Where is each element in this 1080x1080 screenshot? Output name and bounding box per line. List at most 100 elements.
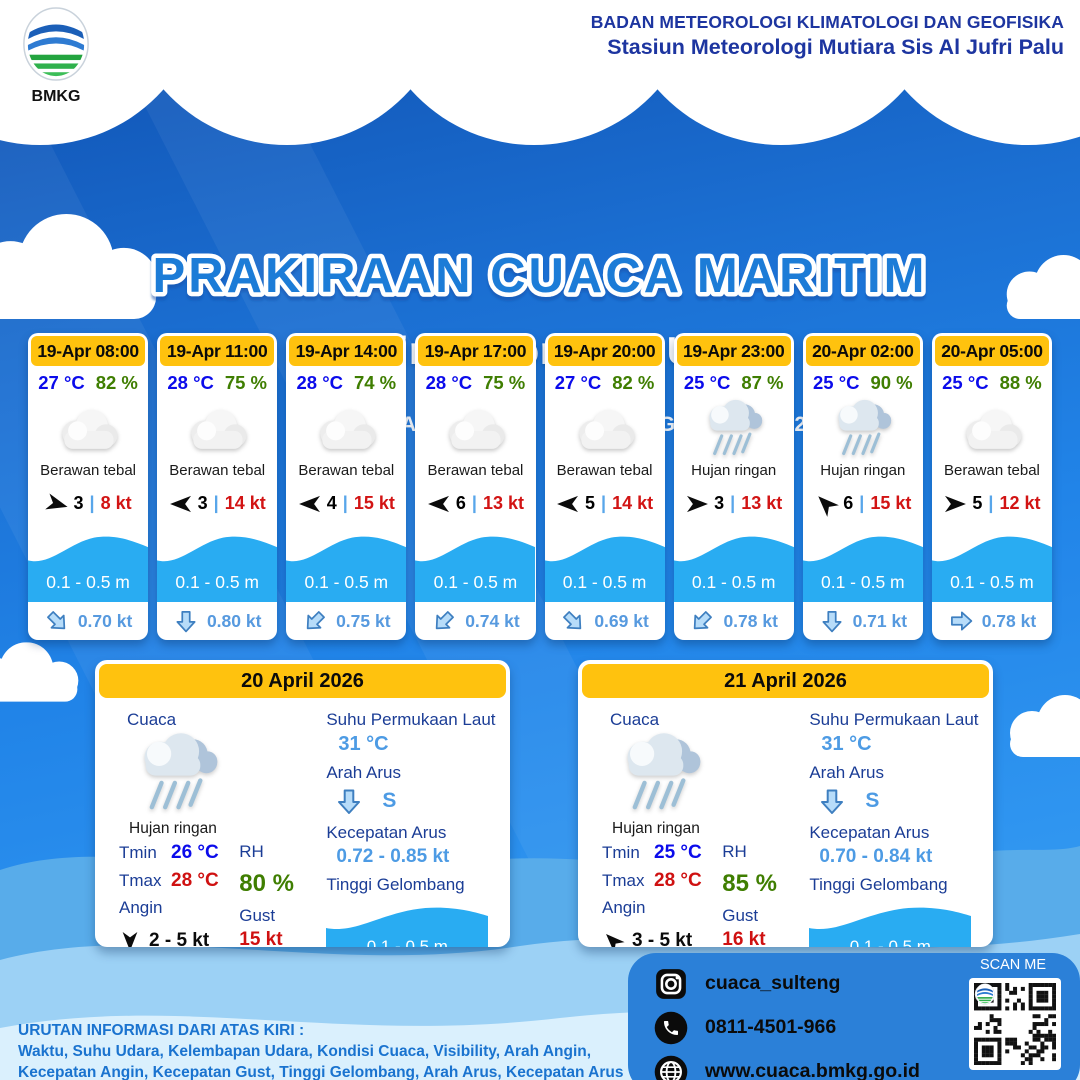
current-direction-letter: S: [865, 789, 880, 812]
gust-label: Gust: [239, 906, 276, 925]
forecast-time: 19-Apr 17:00: [418, 336, 533, 366]
weather-condition: Berawan tebal: [40, 462, 137, 479]
separator: |: [601, 493, 607, 513]
main-title-text: PRAKIRAAN CUACA MARITIM: [153, 249, 928, 303]
wave-height: 0.1 - 0.5 m: [304, 572, 389, 592]
daily-wave-height: 0.1 - 0.5 m: [366, 937, 448, 947]
main-title: PRAKIRAAN CUACA MARITIM: [148, 245, 929, 308]
wave-height: 0.1 - 0.5 m: [562, 572, 647, 592]
rain-icon: [827, 399, 899, 457]
agency-header: BADAN METEOROLOGI KLIMATOLOGI DAN GEOFIS…: [591, 12, 1064, 60]
separator: |: [471, 493, 477, 513]
visibility-value: 5: [972, 493, 983, 513]
wind-direction-arrow-icon: [298, 494, 322, 514]
arah-arus-label: Arah Arus: [809, 763, 884, 782]
current-speed: 0.71 kt: [852, 610, 908, 631]
air-temperature: 28 °C: [425, 372, 473, 393]
rh-value: 80 %: [239, 870, 294, 897]
daily-weather-icon: [131, 732, 326, 820]
agency-name: BADAN METEOROLOGI KLIMATOLOGI DAN GEOFIS…: [590, 12, 1064, 32]
bmkg-logo-text: BMKG: [31, 88, 81, 105]
station-name: Stasiun Meteorologi Mutiara Sis Al Jufri…: [607, 35, 1064, 59]
kecepatan-arus-label: Kecepatan Arus: [326, 823, 447, 842]
tmax-label: Tmax: [602, 871, 645, 890]
current-direction-letter: S: [382, 789, 397, 812]
scan-me-label: SCAN ME: [979, 957, 1047, 973]
sst-label: Suhu Permukaan Laut: [809, 710, 979, 729]
wave-height: 0.1 - 0.5 m: [175, 572, 260, 592]
cloudy-icon: [310, 399, 382, 457]
daily-wind-value: 3 - 5 kt: [632, 930, 693, 947]
current-speed: 0.69 kt: [594, 610, 649, 631]
wind-direction-arrow-icon: [427, 494, 451, 514]
wind-speed: 15 kt: [870, 493, 912, 513]
humidity: 90 %: [870, 372, 913, 393]
cloudy-icon: [181, 399, 253, 457]
daily-wind-value: 2 - 5 kt: [149, 930, 210, 947]
daily-card: 20 April 2026 Cuaca Hujan ringan Tmin 26…: [95, 660, 510, 947]
visibility-value: 3: [714, 493, 725, 513]
website-url: www.cuaca.bmkg.go.id: [705, 1060, 920, 1080]
current-direction-arrow-icon: [817, 786, 847, 816]
wind-speed: 15 kt: [353, 493, 395, 513]
gust-value: 16 kt: [722, 929, 766, 947]
air-temperature: 25 °C: [812, 372, 860, 393]
cloudy-icon: [956, 399, 1028, 457]
hourly-card: 19-Apr 17:00 28 °C 75 % Berawan tebal 6 |…: [415, 333, 536, 640]
scallop-wave-header: [0, 0, 1080, 145]
weather-condition: Berawan tebal: [169, 462, 266, 479]
qr-code: [969, 978, 1061, 1070]
tmin-value: 25 °C: [654, 842, 702, 863]
cuaca-label: Cuaca: [610, 710, 660, 729]
weather-icon: [415, 397, 535, 459]
phone-row: 0811-4501-966: [654, 1010, 920, 1045]
wind-direction-arrow-icon: [556, 494, 580, 514]
daily-card: 21 April 2026 Cuaca Hujan ringan Tmin 25…: [578, 660, 993, 947]
tinggi-gelombang-label: Tinggi Gelombang: [809, 875, 948, 894]
wind-speed: 14 kt: [612, 493, 654, 513]
daily-condition: Hujan ringan: [129, 820, 217, 837]
tmax-value: 28 °C: [171, 870, 219, 891]
wave-height-band: 0.1 - 0.5 m: [28, 532, 148, 602]
arah-arus-label: Arah Arus: [326, 763, 401, 782]
wind-speed: 14 kt: [224, 493, 266, 513]
visibility-value: 4: [326, 493, 337, 513]
air-temperature: 28 °C: [296, 372, 343, 393]
humidity: 88 %: [999, 372, 1042, 393]
weather-icon: [157, 397, 277, 459]
weather-icon: [674, 397, 794, 459]
humidity: 75 %: [483, 372, 526, 393]
weather-condition: Berawan tebal: [943, 462, 1040, 479]
tmin-label: Tmin: [119, 843, 157, 862]
cloudy-icon: [439, 399, 511, 457]
cloudy-icon: [569, 399, 641, 457]
website-row: www.cuaca.bmkg.go.id: [654, 1054, 920, 1080]
humidity: 87 %: [741, 372, 784, 393]
instagram-icon: [656, 968, 686, 999]
current-direction-arrow-icon: [38, 603, 75, 640]
forecast-time: 20-Apr 02:00: [805, 336, 920, 366]
humidity: 75 %: [224, 372, 268, 393]
tmax-value: 28 °C: [654, 870, 702, 891]
humidity: 82 %: [612, 372, 655, 393]
current-direction-arrow-icon: [297, 603, 334, 640]
angin-label: Angin: [602, 898, 646, 917]
rh-label: RH: [239, 842, 264, 861]
sst-label: Suhu Permukaan Laut: [326, 710, 496, 729]
daily-weather-icon: [614, 732, 809, 820]
visibility-value: 6: [455, 493, 466, 513]
humidity: 82 %: [95, 372, 138, 393]
bmkg-logo-icon: [20, 6, 92, 82]
forecast-time: 19-Apr 14:00: [289, 336, 404, 366]
separator: |: [213, 493, 219, 513]
daily-wind-arrow-icon: [121, 930, 139, 947]
hourly-card: 19-Apr 11:00 28 °C 75 % Berawan tebal 3 |…: [157, 333, 278, 640]
tmax-label: Tmax: [119, 871, 162, 890]
wind-direction-arrow-icon: [42, 491, 70, 517]
humidity: 74 %: [353, 372, 397, 393]
daily-wave-height: 0.1 - 0.5 m: [849, 937, 931, 947]
cuaca-label: Cuaca: [127, 710, 177, 729]
phone-icon: [654, 1011, 688, 1044]
wind-direction-arrow-icon: [943, 494, 967, 514]
angin-label: Angin: [119, 898, 163, 917]
